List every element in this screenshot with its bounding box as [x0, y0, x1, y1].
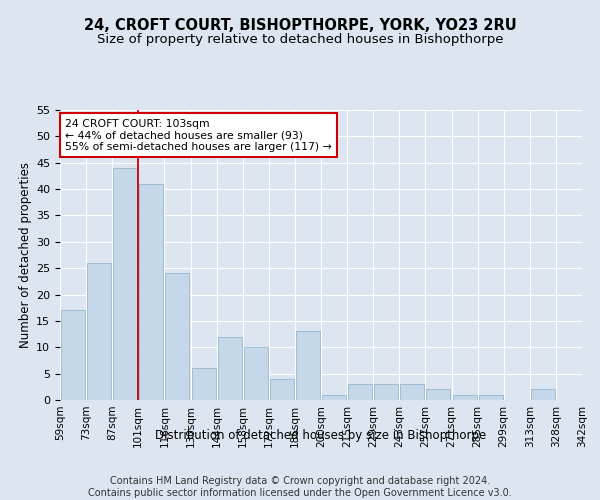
Bar: [479, 394, 503, 400]
Text: 24, CROFT COURT, BISHOPTHORPE, YORK, YO23 2RU: 24, CROFT COURT, BISHOPTHORPE, YORK, YO2…: [83, 18, 517, 32]
Bar: [166, 274, 190, 400]
Y-axis label: Number of detached properties: Number of detached properties: [19, 162, 32, 348]
Text: 24 CROFT COURT: 103sqm
← 44% of detached houses are smaller (93)
55% of semi-det: 24 CROFT COURT: 103sqm ← 44% of detached…: [65, 118, 332, 152]
Bar: [270, 379, 294, 400]
Text: Size of property relative to detached houses in Bishopthorpe: Size of property relative to detached ho…: [97, 32, 503, 46]
Bar: [113, 168, 137, 400]
Bar: [452, 394, 476, 400]
Bar: [61, 310, 85, 400]
Bar: [218, 336, 242, 400]
Bar: [374, 384, 398, 400]
Bar: [244, 348, 268, 400]
Bar: [87, 263, 111, 400]
Text: Distribution of detached houses by size in Bishopthorpe: Distribution of detached houses by size …: [155, 428, 487, 442]
Bar: [531, 390, 555, 400]
Text: Contains HM Land Registry data © Crown copyright and database right 2024.
Contai: Contains HM Land Registry data © Crown c…: [88, 476, 512, 498]
Bar: [348, 384, 372, 400]
Bar: [139, 184, 163, 400]
Bar: [427, 390, 451, 400]
Bar: [296, 332, 320, 400]
Bar: [400, 384, 424, 400]
Bar: [322, 394, 346, 400]
Bar: [191, 368, 215, 400]
